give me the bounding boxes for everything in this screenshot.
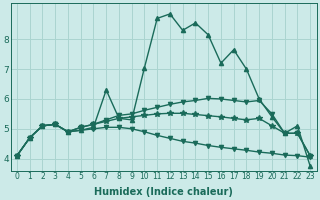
X-axis label: Humidex (Indice chaleur): Humidex (Indice chaleur) bbox=[94, 187, 233, 197]
